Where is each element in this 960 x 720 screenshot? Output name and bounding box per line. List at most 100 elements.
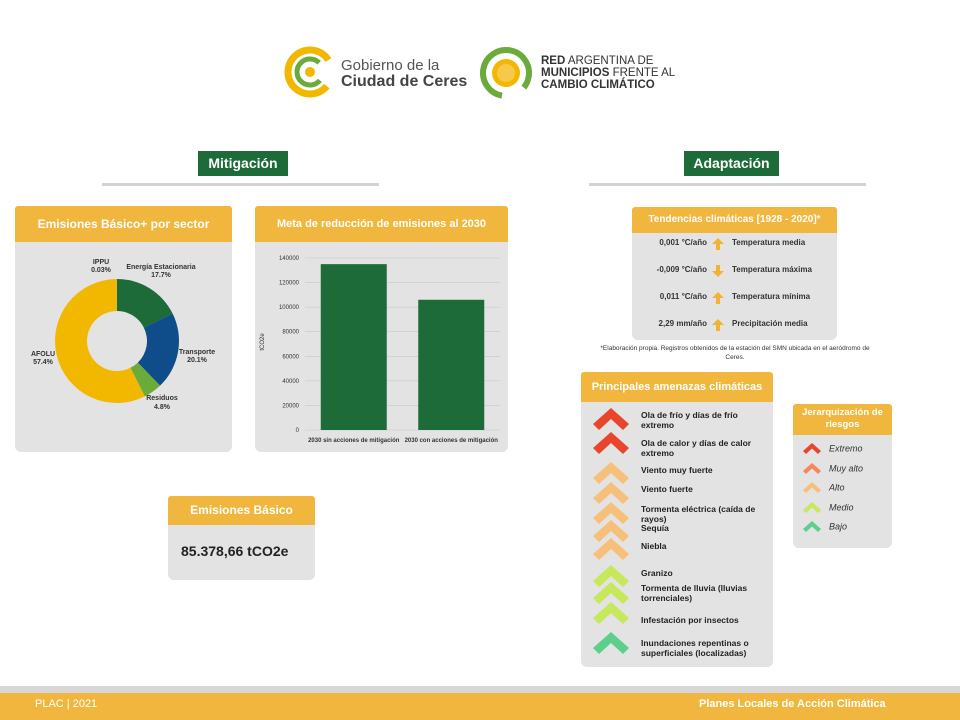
risk-chevron-icon bbox=[593, 520, 629, 542]
legend-item: Extremo bbox=[803, 443, 863, 455]
arrow-up-icon bbox=[712, 238, 724, 250]
legend-chevron-icon bbox=[803, 443, 821, 454]
legend-label: Bajo bbox=[829, 521, 848, 532]
y-tick-label: 120000 bbox=[279, 281, 300, 287]
threat-label: Granizo bbox=[641, 568, 673, 578]
bar-chart: tCO2e 0 20000 40000 60000 80000 100000 120000 1… bbox=[260, 256, 500, 444]
tendencia-value: 0,001 °C/año bbox=[659, 238, 707, 247]
amenazas-card bbox=[581, 372, 773, 667]
label-residuos-pct: 4.8% bbox=[154, 404, 171, 411]
legend-chevron-icon bbox=[803, 482, 821, 493]
jerarquizacion-list: Extremo Muy alto Alto Medio Bajo bbox=[793, 435, 892, 548]
donut-slice bbox=[130, 362, 161, 397]
emisiones-basico-title: Emisiones Básico bbox=[168, 496, 315, 525]
x-tick-label: 2030 sin acciones de mitigación bbox=[308, 438, 400, 444]
footer-left: PLAC | 2021 bbox=[35, 698, 98, 710]
ceres-logo-icon bbox=[284, 46, 336, 98]
ceres-logo-line1: Gobierno de la bbox=[341, 57, 440, 74]
ceres-logo bbox=[284, 46, 336, 98]
footer-top-band bbox=[0, 686, 960, 693]
mitigacion-divider bbox=[102, 183, 379, 186]
emisiones-sector-title: Emisiones Básico+ por sector bbox=[15, 206, 232, 242]
tendencias-title: Tendencias climáticas [1928 - 2020]* bbox=[632, 207, 837, 233]
tendencia-row: -0,009 °C/año Temperatura máxima bbox=[632, 265, 837, 279]
tendencia-row: 2,29 mm/año Precipitación media bbox=[632, 319, 837, 333]
threat-label: Niebla bbox=[641, 541, 667, 551]
amenazas-list: Ola de frío y días de frío extremo Ola de… bbox=[581, 402, 773, 667]
red-municipios-logo-icon bbox=[480, 47, 532, 99]
label-afolu-pct: 57.4% bbox=[33, 359, 54, 366]
arrow-down-icon bbox=[712, 265, 724, 277]
label-ippu: IPPU bbox=[93, 259, 109, 266]
red-municipios-text: RED ARGENTINA DE MUNICIPIOS FRENTE AL CA… bbox=[541, 55, 675, 91]
tendencia-value: 2,29 mm/año bbox=[658, 319, 707, 328]
legend-label: Muy alto bbox=[829, 462, 864, 473]
risk-chevron-icon bbox=[593, 462, 629, 484]
adaptacion-divider bbox=[589, 183, 866, 186]
risk-chevron-icon bbox=[593, 502, 629, 524]
tendencia-row: 0,001 °C/año Temperatura media bbox=[632, 238, 837, 252]
label-transporte-pct: 20.1% bbox=[187, 357, 208, 364]
tendencia-label: Precipitación media bbox=[732, 319, 808, 328]
arrow-up-icon bbox=[712, 319, 724, 331]
legend-item: Bajo bbox=[803, 521, 847, 533]
bar bbox=[320, 264, 387, 430]
y-tick-label: 40000 bbox=[282, 379, 299, 385]
y-tick-label: 140000 bbox=[279, 256, 300, 262]
legend-label: Medio bbox=[829, 501, 854, 512]
cambio-climatico-word: CAMBIO CLIMÁTICO bbox=[541, 79, 655, 92]
red-municipios-logo bbox=[479, 46, 533, 100]
label-afolu: AFOLU bbox=[31, 351, 55, 358]
emisiones-basico-value: 85.378,66 tCO2e bbox=[181, 543, 289, 559]
y-axis-label: tCO2e bbox=[260, 333, 266, 351]
municipios-rest: FRENTE AL bbox=[609, 67, 676, 80]
label-energia-pct: 17.7% bbox=[151, 272, 172, 279]
emisiones-sector-card bbox=[15, 206, 232, 452]
legend-chevron-icon bbox=[803, 501, 821, 513]
tendencia-value: 0,011 °C/año bbox=[659, 292, 707, 301]
bar bbox=[418, 299, 485, 430]
donut-chart: IPPU 0.03% Energía Estacionaria 17.7% Tr… bbox=[31, 259, 215, 411]
legend-label: Alto bbox=[829, 482, 845, 493]
tendencias-note: *Elaboración propia. Registros obtenidos… bbox=[600, 345, 870, 361]
legend-item: Alto bbox=[803, 482, 845, 494]
ceres-logo-line2: Ciudad de Ceres bbox=[341, 72, 468, 90]
risk-chevron-icon bbox=[593, 602, 629, 624]
ceres-logo-text: Gobierno de la Ciudad de Ceres bbox=[341, 58, 467, 91]
tendencia-label: Temperatura mínima bbox=[732, 292, 811, 301]
y-tick-label: 20000 bbox=[282, 403, 299, 409]
arrow-up-icon bbox=[712, 292, 724, 304]
x-tick-label: 2030 con acciones de mitigación bbox=[405, 438, 499, 444]
threat-label: Viento fuerte bbox=[641, 484, 693, 494]
label-ippu-pct: 0.03% bbox=[91, 267, 112, 274]
red-rest: ARGENTINA DE bbox=[565, 55, 654, 67]
threat-label: Tormenta de lluvia (lluvias torrenciales… bbox=[641, 583, 748, 604]
tendencias-list: 0,001 °C/año Temperatura media -0,009 °C/a… bbox=[632, 233, 837, 340]
adaptacion-title: Adaptación bbox=[684, 151, 779, 176]
y-tick-label: 0 bbox=[296, 428, 300, 434]
y-tick-label: 60000 bbox=[282, 354, 299, 360]
legend-label: Extremo bbox=[829, 443, 863, 454]
legend-item: Muy alto bbox=[803, 462, 864, 475]
tendencia-row: 0,011 °C/año Temperatura mínima bbox=[632, 292, 837, 306]
meta-reduccion-title: Meta de reducción de emisiones al 2030 bbox=[255, 206, 508, 242]
donut-slice bbox=[137, 313, 179, 386]
jerarquizacion-title: Jerarquización de riesgos bbox=[793, 404, 892, 435]
tendencia-label: Temperatura máxima bbox=[732, 265, 812, 274]
threat-label: Ola de calor y días de calor extremo bbox=[641, 438, 752, 459]
risk-chevron-icon bbox=[593, 565, 629, 587]
footer bbox=[0, 693, 960, 720]
threat-label: Infestación por insectos bbox=[641, 615, 739, 625]
y-tick-label: 80000 bbox=[282, 330, 299, 336]
threat-label: Tormenta eléctrica (caída de rayos) bbox=[641, 504, 756, 525]
label-transporte: Transporte bbox=[179, 349, 215, 356]
footer-right: Planes Locales de Acción Climática bbox=[699, 698, 886, 710]
y-tick-label: 100000 bbox=[279, 305, 300, 311]
risk-chevron-icon bbox=[593, 582, 629, 604]
donut-slice bbox=[54, 279, 145, 403]
risk-chevron-icon bbox=[593, 482, 629, 504]
municipios-word: MUNICIPIOS bbox=[541, 67, 610, 80]
amenazas-title: Principales amenazas climáticas bbox=[581, 372, 773, 402]
legend-item: Medio bbox=[803, 501, 854, 514]
legend-chevron-icon bbox=[803, 462, 821, 474]
